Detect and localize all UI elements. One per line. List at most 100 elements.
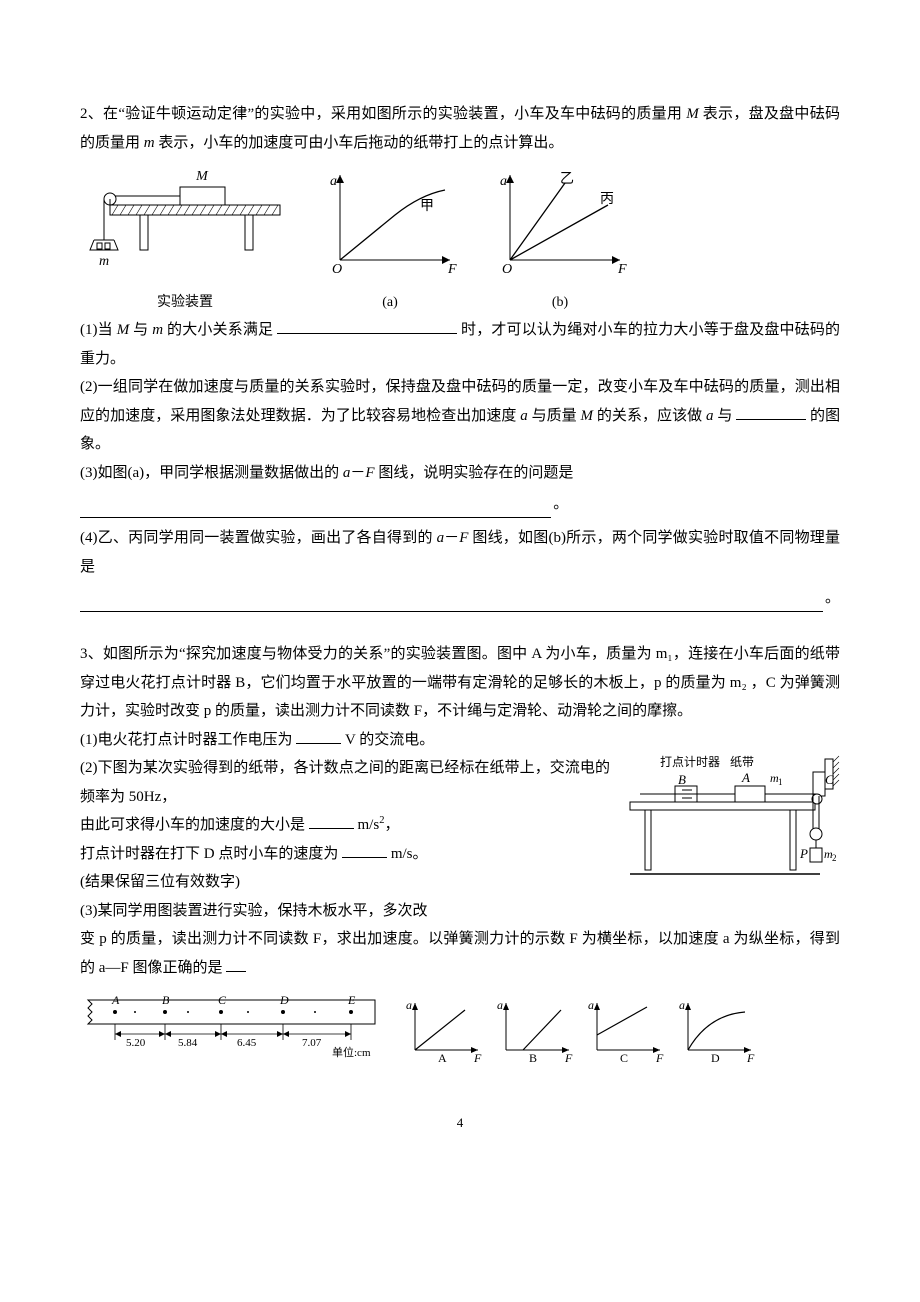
var-M: M <box>581 408 594 424</box>
q3-part2-line3: 打点计时器在打下 D 点时小车的速度为 m/s。 <box>80 840 610 869</box>
q2-graph-b: a F O 乙 丙 <box>490 165 630 286</box>
text: m/s。 <box>391 846 428 862</box>
svg-text:O: O <box>502 262 512 275</box>
q3-part1: (1)电火花打点计时器工作电压为 V 的交流电。 <box>80 726 840 755</box>
option-graph-d: a F D <box>673 995 758 1065</box>
option-graphs: a F A a F B a F C a F D <box>400 995 758 1065</box>
q3-part2-line4: (结果保留三位有效数字) <box>80 868 610 897</box>
q3-part3-cont: 变 p 的质量，读出测力计不同读数 F，求出加速度。以弹簧测力计的示数 F 为横… <box>80 925 840 982</box>
svg-text:D: D <box>711 1051 720 1065</box>
text: (3)某同学用图装置进行实验，保持木板水平，多次改 <box>80 903 428 919</box>
var-a: a <box>706 408 714 424</box>
var-M: M <box>117 322 130 338</box>
period: 。 <box>825 584 840 613</box>
svg-text:m: m <box>99 254 109 269</box>
blank-line[interactable] <box>80 493 551 518</box>
svg-text:1: 1 <box>778 777 783 787</box>
text: 变 p 的质量，读出测力计不同读数 F，求出加速度。以弹簧测力计的示数 F 为横… <box>80 931 840 976</box>
text: 打点计时器在打下 D 点时小车的速度为 <box>80 846 338 862</box>
svg-text:B: B <box>678 772 686 787</box>
option-graph-c: a F C <box>582 995 667 1065</box>
svg-text:a: a <box>330 174 337 189</box>
q3-part2: (2)下图为某次实验得到的纸带，各计数点之间的距离已经标在纸带上，交流电的频率为… <box>80 754 610 811</box>
text: m/s <box>358 817 380 833</box>
svg-text:5.20: 5.20 <box>126 1037 146 1049</box>
text: (3)如图(a)，甲同学根据测量数据做出的 <box>80 465 339 481</box>
svg-text:6.45: 6.45 <box>237 1037 257 1049</box>
q2-part4: (4)乙、丙同学用同一装置做实验，画出了各自得到的 a－F 图线，如图(b)所示… <box>80 524 840 581</box>
q2-stem: 2、在“验证牛顿运动定律”的实验中，采用如图所示的实验装置，小车及车中砝码的质量… <box>80 100 840 157</box>
svg-text:C: C <box>620 1051 628 1065</box>
label-tape: 纸带 <box>730 755 754 769</box>
text: 的大小关系满足 <box>167 322 273 338</box>
svg-text:甲: 甲 <box>420 199 434 214</box>
var-m: m <box>152 322 163 338</box>
q3-part2-block: (2)下图为某次实验得到的纸带，各计数点之间的距离已经标在纸带上，交流电的频率为… <box>80 754 840 925</box>
q2-part3: (3)如图(a)，甲同学根据测量数据做出的 a－F 图线，说明实验存在的问题是 <box>80 459 840 488</box>
text: 与质量 <box>532 408 577 424</box>
blank-line[interactable] <box>80 587 823 612</box>
var-F: F <box>459 530 468 546</box>
q2-part1: (1)当 M 与 m 的大小关系满足 时，才可以认为绳对小车的拉力大小等于盘及盘… <box>80 316 840 373</box>
svg-text:乙: 乙 <box>560 171 574 187</box>
q3-part2-line2: 由此可求得小车的加速度的大小是 m/s2， <box>80 811 610 840</box>
q3-bottom-row: A B C D E 5.20 5.84 6.45 7.07 <box>80 990 840 1071</box>
svg-text:F: F <box>473 1051 482 1065</box>
q2-part2: (2)一组同学在做加速度与质量的关系实验时，保持盘及盘中砝码的质量一定，改变小车… <box>80 373 840 459</box>
text: (1)当 <box>80 322 113 338</box>
var-M: M <box>686 106 699 122</box>
blank-input[interactable] <box>342 857 387 858</box>
q3-apparatus-figure: 打点计时器 纸带 C B <box>620 754 840 925</box>
svg-text:C: C <box>218 993 227 1007</box>
blank-input[interactable] <box>296 743 341 744</box>
svg-text:O: O <box>332 262 342 275</box>
blank-input[interactable] <box>736 419 806 420</box>
svg-text:B: B <box>529 1051 537 1065</box>
text: V 的交流电。 <box>345 732 434 748</box>
svg-text:C: C <box>825 772 834 787</box>
svg-text:A: A <box>438 1051 447 1065</box>
svg-text:丙: 丙 <box>600 192 614 207</box>
caption-a: (a) <box>320 290 460 317</box>
svg-text:E: E <box>347 993 356 1007</box>
q2-figure-captions: 实验装置 (a) (b) <box>80 290 840 317</box>
svg-text:B: B <box>162 993 170 1007</box>
svg-text:a: a <box>588 998 594 1012</box>
caption-apparatus: 实验装置 <box>80 290 290 317</box>
text: (1)电火花打点计时器工作电压为 <box>80 732 293 748</box>
text: 2、在“验证牛顿运动定律”的实验中，采用如图所示的实验装置，小车及车中砝码的质量… <box>80 106 682 122</box>
q2-apparatus-figure: M m <box>80 165 290 286</box>
svg-text:F: F <box>655 1051 664 1065</box>
text: (4)乙、丙同学用同一装置做实验，画出了各自得到的 <box>80 530 433 546</box>
svg-text:A: A <box>741 770 750 785</box>
var-F: F <box>365 465 374 481</box>
q3-part3-start: (3)某同学用图装置进行实验，保持木板水平，多次改 <box>80 897 610 926</box>
blank-input[interactable] <box>226 971 246 972</box>
text: 图线，说明实验存在的问题是 <box>378 465 573 481</box>
dash: － <box>444 530 459 546</box>
blank-input[interactable] <box>277 333 457 334</box>
svg-text:2: 2 <box>832 853 837 863</box>
caption-b: (b) <box>490 290 630 317</box>
q3-stem: 3、如图所示为“探究加速度与物体受力的关系”的实验装置图。图中 A 为小车，质量… <box>80 640 840 726</box>
text: 由此可求得小车的加速度的大小是 <box>80 817 305 833</box>
text: 表示，小车的加速度可由小车后拖动的纸带打上的点计算出。 <box>158 135 563 151</box>
var-a: a <box>520 408 528 424</box>
svg-text:F: F <box>564 1051 573 1065</box>
q2-figure-row: M m a F O 甲 <box>80 165 840 286</box>
svg-text:D: D <box>279 993 289 1007</box>
q2-graph-a: a F O 甲 <box>320 165 460 286</box>
svg-text:a: a <box>679 998 685 1012</box>
period: 。 <box>553 490 568 519</box>
label-timer: 打点计时器 <box>660 755 720 769</box>
svg-text:单位:cm: 单位:cm <box>332 1045 371 1059</box>
option-graph-b: a F B <box>491 995 576 1065</box>
squared: 2 <box>379 815 384 826</box>
svg-text:F: F <box>617 262 627 275</box>
text: 的关系，应该做 <box>597 408 702 424</box>
svg-text:F: F <box>746 1051 755 1065</box>
svg-text:F: F <box>447 262 457 275</box>
blank-input[interactable] <box>309 828 354 829</box>
svg-text:7.07: 7.07 <box>302 1037 322 1049</box>
dash: － <box>350 465 365 481</box>
